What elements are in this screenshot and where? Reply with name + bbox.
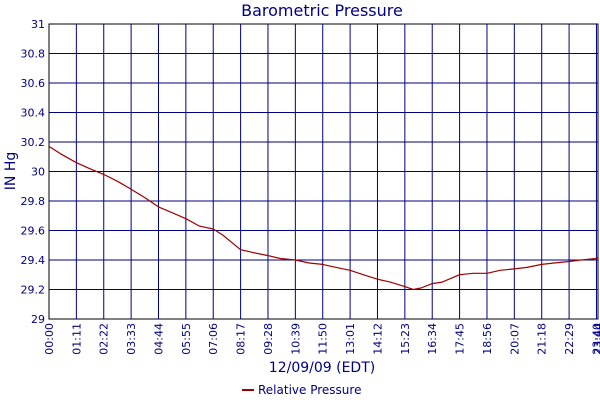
y-tick-labels: 29 29.2 29.4 29.6 29.8 30 30.2 30.4 30.6 30.8 31 xyxy=(21,18,46,326)
x-tick-label: 14:12 xyxy=(371,323,384,355)
x-tick-label: 22:29 xyxy=(563,323,576,355)
y-tick-label: 29.2 xyxy=(21,284,46,297)
chart-title: Barometric Pressure xyxy=(241,1,403,20)
x-tick-label: 13:01 xyxy=(344,323,357,355)
x-tick-label: 16:34 xyxy=(426,323,439,355)
x-axis-label: 12/09/09 (EDT) xyxy=(269,360,375,376)
x-tick-label: 00:00 xyxy=(43,323,56,355)
x-tick-label: 11:50 xyxy=(317,323,330,355)
y-tick-label: 29.6 xyxy=(21,225,46,238)
x-tick-label: 18:56 xyxy=(481,323,494,355)
series-layer xyxy=(48,145,599,291)
y-tick-label: 30.4 xyxy=(21,107,46,120)
x-tick-label: 09:28 xyxy=(262,323,275,355)
x-tick-label: 08:17 xyxy=(235,323,248,355)
series-line-0 xyxy=(48,145,599,291)
y-tick-label: 31 xyxy=(31,18,45,31)
x-tick-label: 01:11 xyxy=(70,323,83,355)
y-tick-label: 30.2 xyxy=(21,136,46,149)
x-tick-label: 21:18 xyxy=(536,323,549,355)
legend-label: Relative Pressure xyxy=(258,383,361,397)
y-tick-label: 29.4 xyxy=(21,254,46,267)
legend: Relative Pressure xyxy=(242,383,361,397)
y-tick-label: 30 xyxy=(31,166,45,179)
y-tick-label: 29 xyxy=(31,313,45,326)
x-tick-label: 20:07 xyxy=(508,323,521,355)
x-tick-label: 02:22 xyxy=(98,323,111,355)
y-tick-label: 30.6 xyxy=(21,77,46,90)
x-tick-label: 07:06 xyxy=(207,323,220,355)
x-tick-label: 23:44 xyxy=(592,323,600,355)
x-tick-label: 15:23 xyxy=(399,323,412,355)
x-tick-label: 05:55 xyxy=(180,323,193,355)
grid xyxy=(48,23,599,320)
x-tick-label: 03:33 xyxy=(125,323,138,355)
x-tick-label: 10:39 xyxy=(289,323,302,355)
y-axis-label: IN Hg xyxy=(3,152,19,190)
y-tick-label: 30.8 xyxy=(21,48,46,61)
x-tick-label: 17:45 xyxy=(454,323,467,355)
x-tick-label: 23:40 xyxy=(590,323,600,355)
x-tick-labels: 00:00 01:11 02:22 03:33 04:44 05:55 07:06 08:17… xyxy=(43,323,600,355)
x-tick-label: 04:44 xyxy=(152,323,165,355)
y-tick-label: 29.8 xyxy=(21,195,46,208)
